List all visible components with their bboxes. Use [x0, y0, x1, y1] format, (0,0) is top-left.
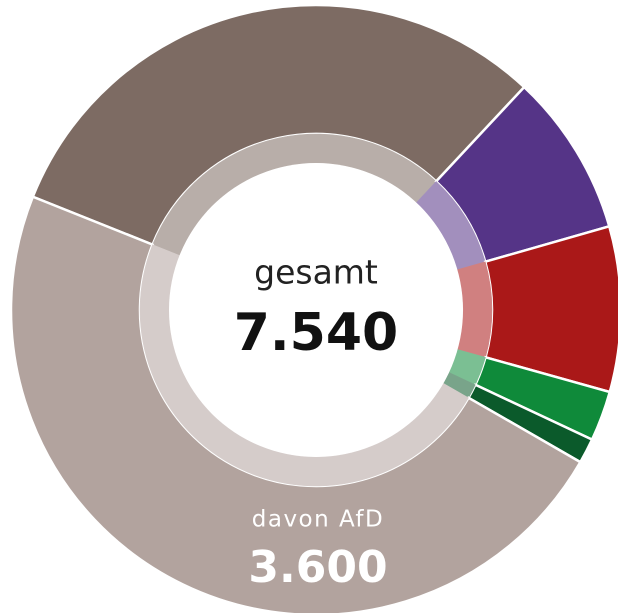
total-label: 7.540: [234, 303, 398, 363]
annotation: davon AfD: [252, 507, 385, 533]
value-label: 3.600: [248, 542, 387, 593]
segments: [9, 3, 618, 613]
center-hole: [169, 163, 463, 457]
center-label: gesamt: [254, 253, 378, 292]
